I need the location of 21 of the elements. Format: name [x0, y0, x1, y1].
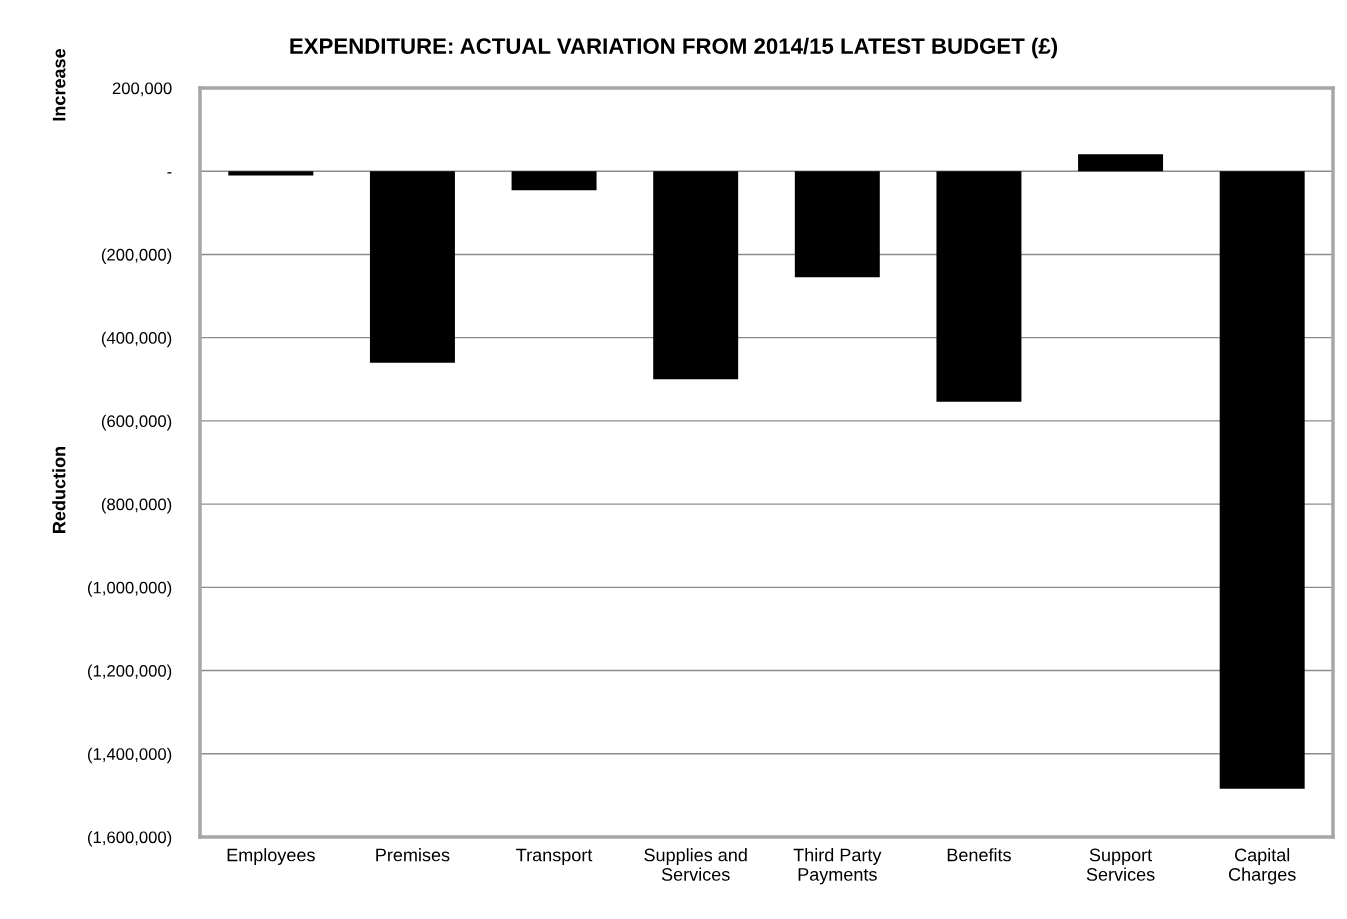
chart-title: EXPENDITURE: ACTUAL VARIATION FROM 2014/15 LATEST BUDGET (£)	[290, 37, 1058, 59]
x-tick-label: Third Party Payments	[793, 848, 882, 885]
x-tick-label: Transport	[516, 848, 593, 865]
y-tick-label: (1,000,000)	[88, 581, 172, 597]
y-tick-label: (1,400,000)	[88, 747, 172, 764]
y-tick-label: (200,000)	[101, 248, 172, 264]
x-tick-label: Supplies and Services	[644, 848, 747, 881]
y-tick-label: (400,000)	[101, 331, 172, 348]
x-tick-label: Premises	[376, 848, 450, 862]
y-tick-label: (1,200,000)	[88, 664, 172, 681]
x-tick-label: Capital Charges	[1228, 848, 1296, 885]
x-tick-label: Benefits	[947, 848, 1011, 862]
x-tick-label: Support Services	[1086, 848, 1155, 881]
x-tick-label: Employees	[227, 848, 315, 865]
y-tick-label: (1,600,000)	[88, 830, 172, 847]
y-tick-label: 200,000	[112, 82, 172, 97]
y-tick-label: (600,000)	[101, 414, 172, 431]
y-tick-label: (800,000)	[101, 498, 172, 514]
y-axis-title: Reduction	[52, 446, 66, 533]
y-tick-label: -	[167, 172, 172, 174]
text: Increase	[52, 48, 66, 121]
